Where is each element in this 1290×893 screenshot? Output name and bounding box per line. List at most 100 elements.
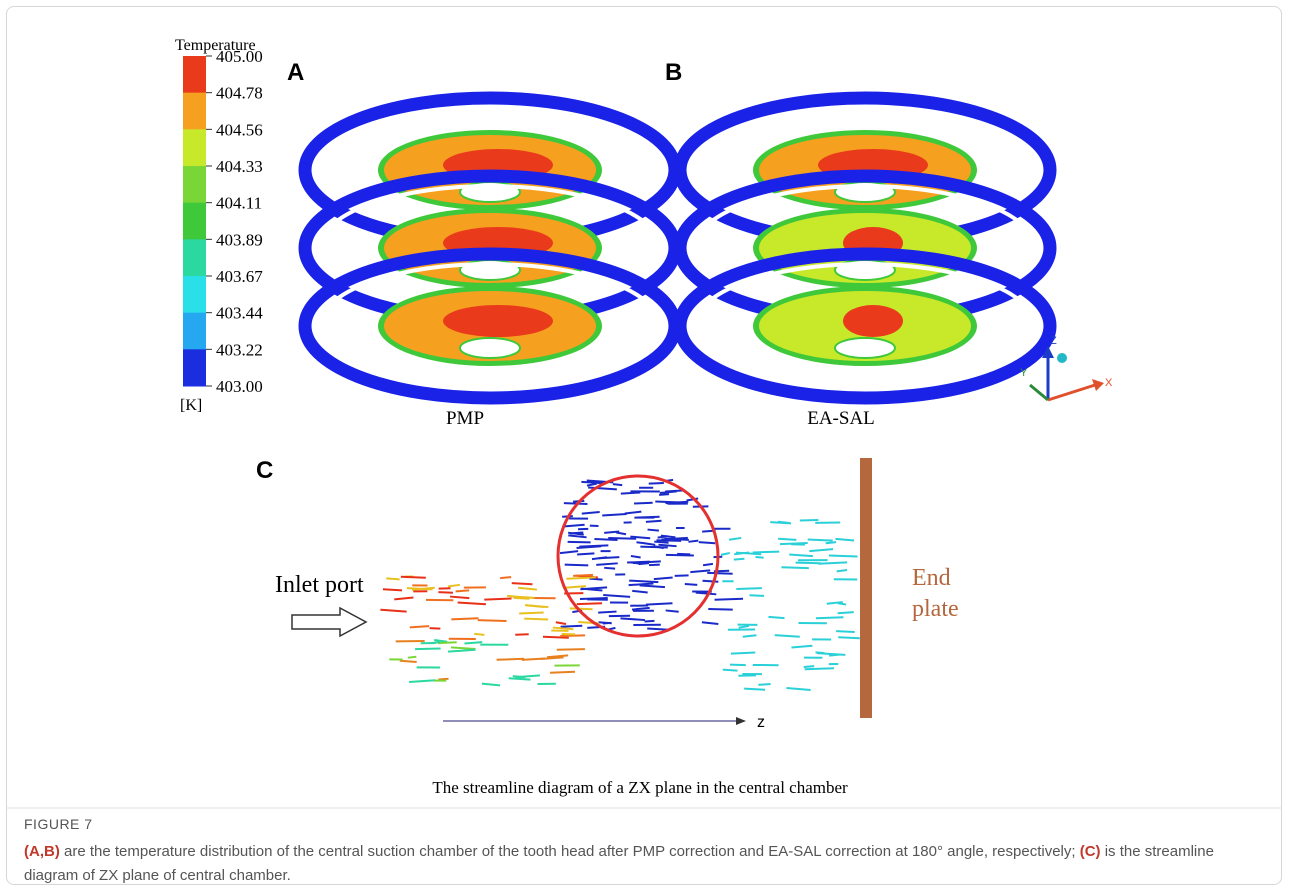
- flow-vector: [654, 542, 668, 543]
- panel-caption: PMP: [446, 408, 484, 429]
- flow-vector: [809, 549, 833, 551]
- flow-vector: [816, 652, 825, 653]
- flow-vector: [599, 557, 620, 558]
- flow-vector: [525, 605, 544, 607]
- flow-vector: [703, 581, 719, 582]
- flow-vector: [744, 689, 765, 690]
- colorbar-segment: [183, 56, 206, 93]
- flow-vector: [431, 642, 440, 643]
- colorbar-segment: [183, 93, 206, 130]
- end-plate-label: End: [912, 565, 951, 591]
- flow-vector: [736, 588, 761, 589]
- z-arrowhead: [736, 717, 746, 725]
- flow-vector: [646, 603, 673, 604]
- flow-vector: [658, 545, 676, 546]
- flow-vector: [634, 503, 653, 504]
- flow-vector: [497, 659, 525, 660]
- flow-vector: [410, 626, 429, 627]
- flow-vector: [696, 593, 717, 595]
- flow-vector: [563, 525, 585, 527]
- flow-vector: [518, 588, 537, 590]
- flow-vector: [524, 619, 548, 620]
- streamline-title: The streamline diagram of a ZX plane in …: [432, 778, 848, 797]
- flow-vector: [789, 554, 813, 556]
- flow-vector: [644, 621, 654, 622]
- flow-vector: [677, 554, 690, 555]
- flow-vector: [515, 634, 528, 635]
- flow-vector: [515, 675, 540, 677]
- axis-label: Y: [1020, 367, 1028, 379]
- flow-vector: [750, 595, 765, 596]
- flow-vector: [791, 646, 812, 648]
- flow-vector: [688, 541, 698, 542]
- flow-vector: [512, 583, 533, 584]
- flow-vector: [603, 595, 630, 597]
- caption-run: (A,B): [24, 843, 60, 860]
- slice-hole: [835, 338, 895, 358]
- colorbar-label: 403.67: [216, 267, 263, 286]
- flow-vector: [640, 585, 665, 587]
- flow-vector: [430, 628, 441, 629]
- flow-vector: [634, 517, 659, 518]
- flow-vector: [753, 552, 780, 553]
- flow-vector: [386, 578, 399, 579]
- flow-vector: [570, 608, 593, 609]
- flow-vector: [553, 628, 574, 630]
- z-label: z: [757, 714, 765, 731]
- flow-vector: [568, 535, 586, 537]
- figure-label: FIGURE 7: [24, 816, 93, 832]
- flow-vector: [556, 622, 566, 624]
- inlet-arrow: [292, 608, 366, 636]
- flow-vector: [631, 562, 639, 563]
- flow-vector: [594, 539, 617, 540]
- flow-vector: [451, 618, 478, 619]
- flow-vector: [829, 655, 840, 656]
- axis-label: Z: [1050, 335, 1057, 347]
- flow-vector: [666, 610, 679, 611]
- flow-vector: [778, 522, 790, 523]
- flow-vector: [438, 592, 453, 593]
- flow-vector: [655, 502, 678, 503]
- colorbar-segment: [183, 349, 206, 386]
- colorbar-label: 404.11: [216, 194, 262, 213]
- flow-vector: [573, 575, 593, 576]
- flow-vector: [563, 586, 586, 588]
- colorbar-label: 403.44: [216, 304, 263, 323]
- flow-vector: [582, 512, 600, 514]
- colorbar-label: 404.33: [216, 157, 263, 176]
- flow-vector: [451, 647, 476, 649]
- flow-vector: [837, 570, 847, 571]
- colorbar-segment: [183, 203, 206, 240]
- flow-vector: [796, 563, 821, 564]
- flow-vector: [474, 634, 484, 635]
- flow-vector: [703, 564, 713, 565]
- flow-vector: [598, 622, 611, 623]
- flow-vector: [557, 649, 585, 650]
- caption-run: (C): [1080, 843, 1101, 860]
- flow-vector: [838, 612, 854, 613]
- flow-vector: [514, 598, 530, 599]
- flow-vector: [835, 539, 854, 541]
- flow-vector: [456, 590, 470, 591]
- flow-vector: [568, 542, 591, 543]
- flow-vector: [632, 608, 650, 610]
- flow-vector: [401, 577, 426, 578]
- flow-vector: [613, 484, 622, 485]
- flow-vector: [438, 642, 457, 643]
- flow-vector: [620, 618, 645, 620]
- flow-vector: [805, 668, 834, 669]
- flow-vector: [731, 653, 755, 654]
- flow-vector: [743, 635, 757, 637]
- figure: Temperature [K] A B C PMP EA-SAL 405.004…: [0, 0, 1290, 893]
- flow-vector: [708, 609, 732, 610]
- colorbar-segment: [183, 166, 206, 203]
- flow-vector: [566, 577, 595, 578]
- flow-vector: [631, 556, 641, 558]
- flow-vector: [775, 635, 800, 637]
- flow-vector: [645, 543, 656, 545]
- flow-vector: [484, 598, 511, 599]
- flow-vector: [649, 483, 664, 484]
- colorbar-segment: [183, 129, 206, 166]
- flow-vector: [654, 578, 673, 580]
- flow-vector: [715, 599, 743, 600]
